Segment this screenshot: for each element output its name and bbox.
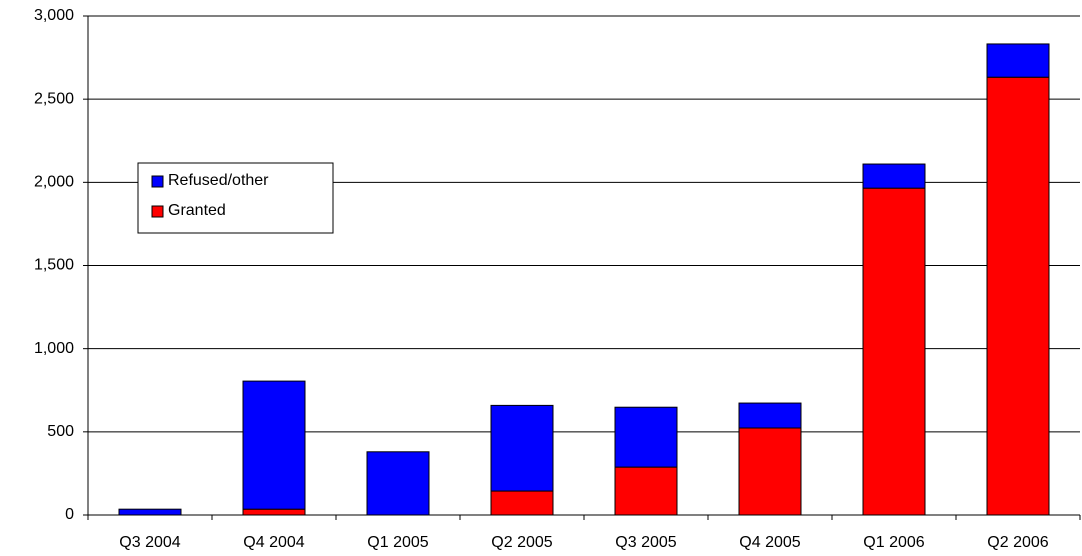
bar-segment	[614, 466, 678, 516]
bar-segment	[242, 380, 306, 510]
x-tick-label: Q3 2004	[119, 534, 180, 551]
bar-segment	[986, 43, 1050, 78]
bar-segment	[738, 402, 802, 429]
y-tick-label: 2,000	[34, 174, 74, 191]
bar-segment	[490, 490, 554, 516]
y-tick-label: 0	[65, 506, 74, 523]
y-tick-label: 3,000	[34, 7, 74, 24]
x-tick-label: Q1 2005	[367, 534, 428, 551]
legend-label: Refused/other	[168, 172, 269, 189]
y-tick-label: 2,500	[34, 90, 74, 107]
x-tick-label: Q2 2006	[987, 534, 1048, 551]
legend-box	[137, 162, 334, 234]
x-tick-label: Q2 2005	[491, 534, 552, 551]
bar-segment	[242, 508, 306, 516]
bar-segment	[490, 404, 554, 492]
legend-swatch	[151, 205, 164, 218]
bar-segment	[862, 187, 926, 516]
x-tick-label: Q1 2006	[863, 534, 924, 551]
y-tick-label: 1,500	[34, 257, 74, 274]
x-tick-label: Q4 2004	[243, 534, 304, 551]
bar-segment	[614, 406, 678, 468]
legend-label: Granted	[168, 202, 226, 219]
bar-segment	[862, 163, 926, 189]
y-tick-label: 1,000	[34, 340, 74, 357]
bar-segment	[366, 451, 430, 516]
x-tick-label: Q3 2005	[615, 534, 676, 551]
bar-segment	[118, 508, 182, 516]
bar-segment	[986, 76, 1050, 516]
y-tick-label: 500	[47, 423, 74, 440]
bar-segment	[738, 427, 802, 516]
legend-swatch	[151, 175, 164, 188]
x-tick-label: Q4 2005	[739, 534, 800, 551]
